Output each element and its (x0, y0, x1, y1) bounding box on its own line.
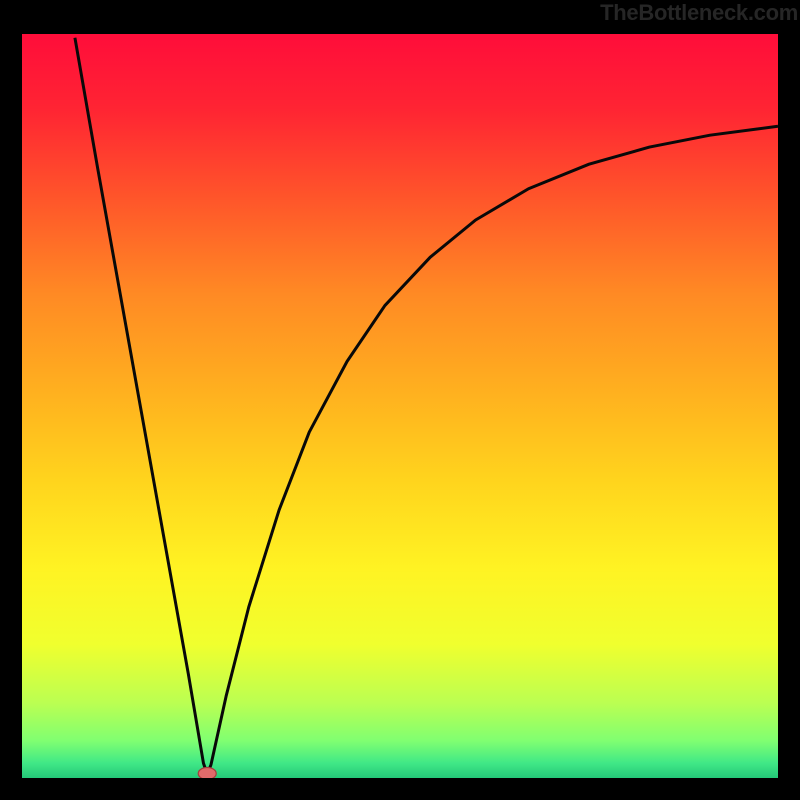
valley-marker (198, 768, 216, 778)
bottleneck-curve-chart (22, 34, 778, 778)
chart-container: TheBottleneck.com (0, 0, 800, 800)
watermark-text: TheBottleneck.com (600, 0, 798, 26)
chart-plot-area (22, 34, 778, 778)
